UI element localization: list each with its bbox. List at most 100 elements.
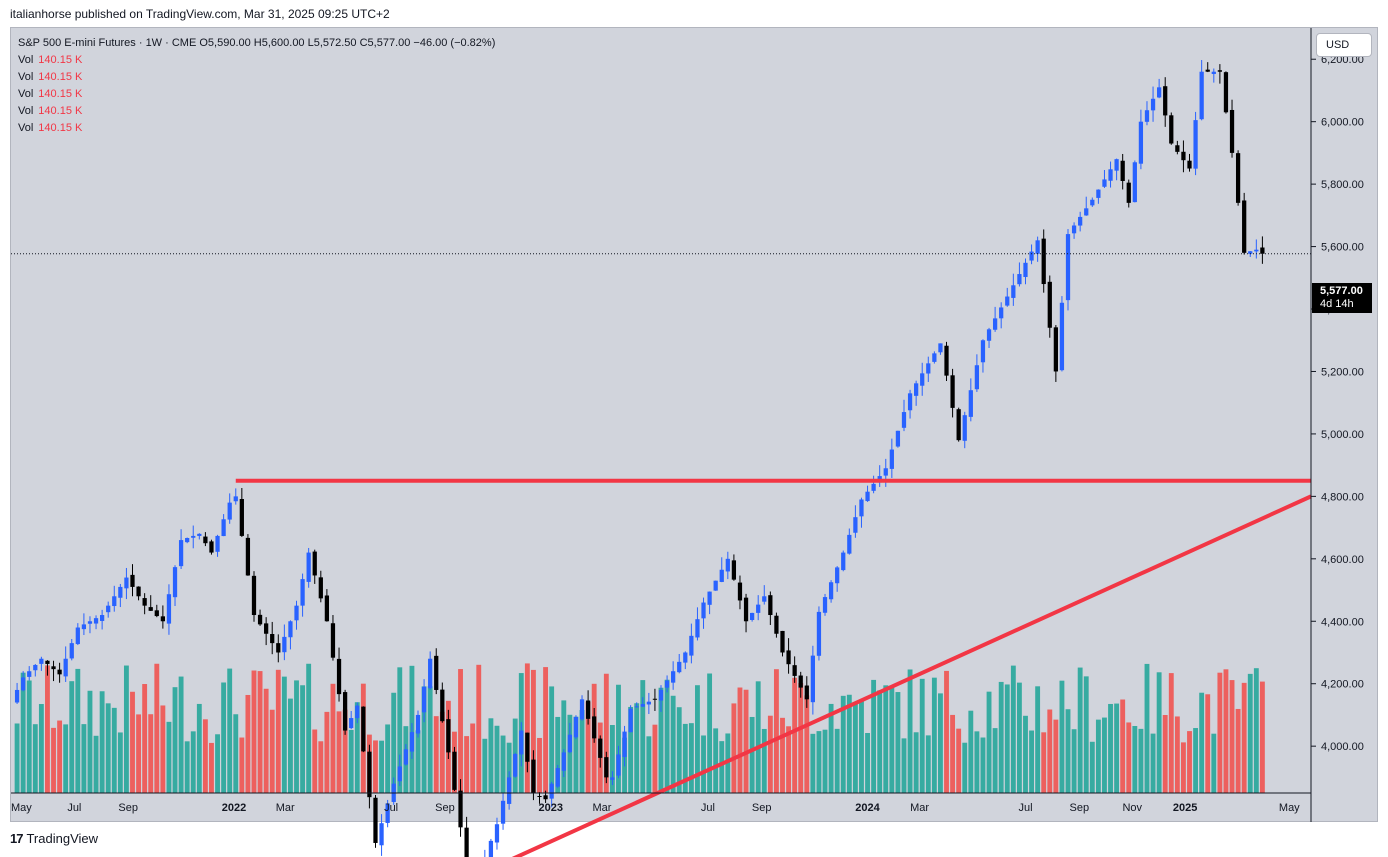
candle-body	[592, 716, 597, 739]
candle-body	[1138, 121, 1144, 164]
candle-body	[901, 412, 907, 428]
candle-body	[573, 717, 579, 738]
volume-bar	[561, 700, 567, 793]
legend-symbol-row: S&P 500 E-mini Futures · 1W · CME O5,590…	[18, 35, 495, 52]
volume-bar	[555, 716, 561, 793]
volume-bar	[221, 682, 227, 793]
candle-body	[349, 718, 354, 729]
volume-bar	[1108, 703, 1113, 793]
volume-bar	[944, 670, 949, 793]
candle-body	[45, 660, 50, 664]
candle-body	[1005, 296, 1010, 306]
candle-body	[81, 624, 87, 630]
candle-body	[336, 658, 342, 695]
legend-volume-row: Vol 140.15 K	[18, 52, 495, 69]
volume-bar	[846, 694, 852, 793]
volume-bar	[646, 736, 652, 793]
time-tick-label: Mar	[910, 802, 929, 814]
candle-body	[695, 619, 700, 638]
candle-body	[488, 840, 494, 857]
volume-bar	[209, 742, 214, 793]
candle-body	[1229, 109, 1235, 153]
candle-body	[1108, 169, 1113, 181]
volume-bar	[950, 714, 956, 793]
candle-body	[330, 623, 336, 658]
volume-bar	[506, 742, 512, 793]
volume-bar	[755, 681, 761, 793]
candle-body	[598, 738, 603, 758]
chart-frame[interactable]	[10, 27, 1378, 822]
candle-body	[774, 615, 779, 634]
volume-bar	[871, 679, 877, 793]
candle-body	[415, 714, 421, 734]
candle-body	[178, 540, 184, 567]
candle-body	[561, 752, 566, 771]
volume-bars	[14, 663, 1265, 793]
candle-body	[756, 604, 761, 613]
candle-body	[1132, 162, 1137, 203]
volume-bar	[215, 734, 220, 793]
price-tick-label: 5,000.00	[1321, 429, 1364, 441]
time-tick-label: Mar	[593, 802, 612, 814]
volume-bar	[464, 736, 470, 793]
volume-bar	[476, 664, 482, 793]
volume-bar	[1047, 709, 1053, 793]
volume-bar	[166, 721, 172, 793]
volume-bar	[810, 733, 816, 793]
candle-body	[914, 383, 919, 396]
volume-bar	[1083, 676, 1089, 793]
volume-bar	[1168, 673, 1174, 793]
volume-bar	[579, 709, 585, 793]
volume-bar	[190, 731, 196, 793]
volume-bar	[306, 663, 312, 793]
candle-body	[986, 329, 992, 341]
chart-legend: S&P 500 E-mini Futures · 1W · CME O5,590…	[18, 35, 495, 137]
candle-body	[403, 749, 408, 765]
volume-bar	[531, 669, 536, 793]
candle-body	[251, 575, 257, 616]
candle-body	[835, 567, 840, 584]
candle-body	[585, 700, 591, 719]
candle-body	[14, 689, 20, 703]
candle-body	[452, 751, 457, 790]
candle-body	[1163, 86, 1168, 116]
volume-bar	[269, 709, 275, 793]
volume-bar	[142, 684, 148, 793]
candle-body	[841, 552, 846, 571]
volume-bar	[330, 683, 336, 793]
volume-bar	[822, 729, 828, 793]
candle-body	[1175, 145, 1180, 152]
volume-bar	[792, 677, 798, 793]
candle-body	[500, 800, 506, 824]
candle-body	[1035, 240, 1040, 254]
candle-body	[294, 605, 299, 621]
candle-body	[221, 519, 226, 537]
volume-bar	[1120, 699, 1126, 793]
volume-bar	[786, 726, 791, 793]
published-header: italianhorse published on TradingView.co…	[10, 7, 390, 21]
legend-ohlc: O5,590.00 H5,600.00 L5,572.50 C5,577.00 …	[199, 37, 496, 49]
candle-body	[51, 666, 56, 670]
candle-body	[610, 777, 615, 780]
candle-body	[677, 661, 682, 673]
volume-bar	[1029, 730, 1034, 793]
volume-bar	[99, 691, 105, 793]
candle-body	[968, 390, 973, 417]
volume-bar	[415, 730, 421, 793]
candle-body	[737, 582, 743, 601]
volume-bar	[245, 694, 251, 793]
time-tick-label: Mar	[276, 802, 295, 814]
volume-bar	[26, 680, 32, 793]
candle-body	[318, 577, 323, 599]
candle-body	[531, 759, 536, 793]
candle-body	[701, 602, 706, 619]
bar-countdown: 4d 14h	[1320, 298, 1354, 310]
candle-body	[142, 598, 147, 606]
candle-body	[288, 621, 293, 638]
currency-button[interactable]: USD	[1316, 33, 1372, 57]
candle-body	[1254, 249, 1259, 252]
volume-bar	[1217, 672, 1223, 793]
volume-bar	[883, 685, 889, 793]
volume-bar	[184, 741, 190, 793]
